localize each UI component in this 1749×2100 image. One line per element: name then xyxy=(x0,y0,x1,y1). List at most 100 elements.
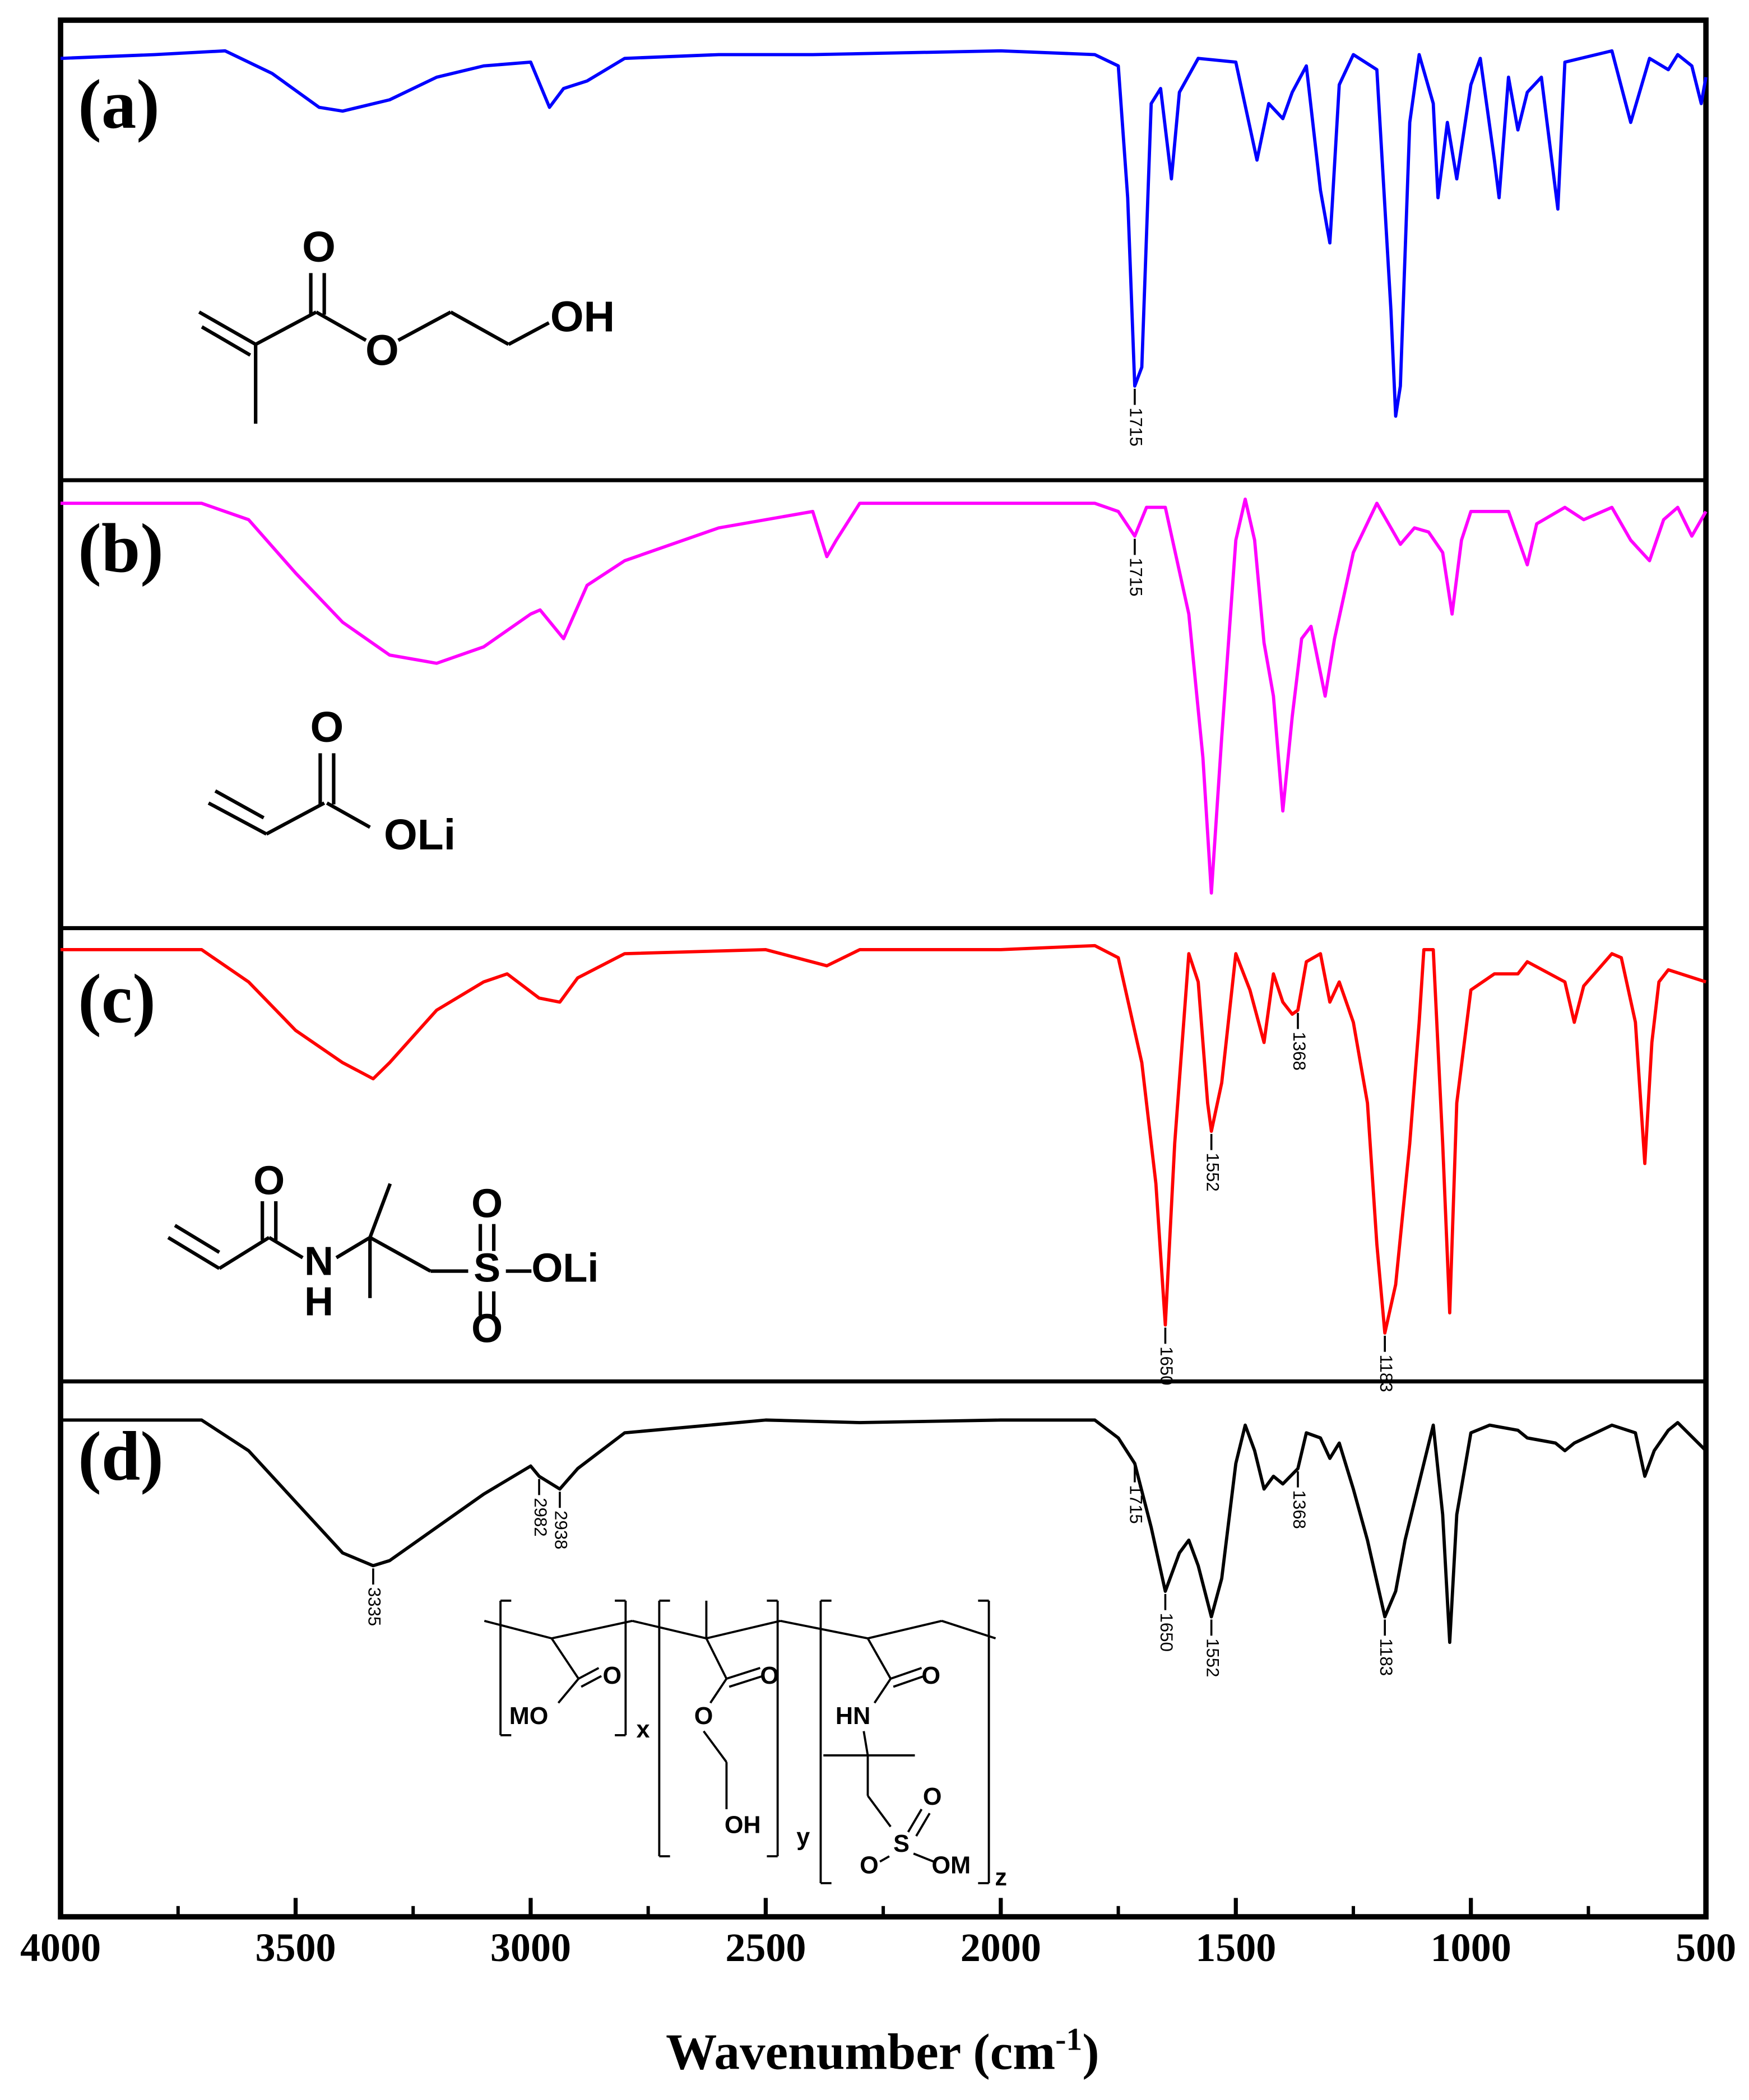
structure-bond xyxy=(890,1667,922,1680)
structure-bond xyxy=(265,801,326,836)
structure-bond xyxy=(879,1855,890,1863)
structure-bond xyxy=(397,310,452,342)
structure-bond xyxy=(214,789,265,820)
spectrum-line xyxy=(61,498,1708,895)
structure-bond xyxy=(201,325,252,357)
peak-label: 1183 xyxy=(1376,1355,1396,1392)
structure-atom: O xyxy=(310,703,344,751)
structure-bond xyxy=(632,1619,707,1639)
structure-bond xyxy=(167,1235,220,1270)
panel-label: (d) xyxy=(78,1418,164,1495)
panel-label: (b) xyxy=(78,510,164,587)
structure-bond xyxy=(368,1183,392,1238)
structure-bond xyxy=(866,1795,892,1828)
structure-atom: H xyxy=(304,1280,333,1325)
peak-label: 1650 xyxy=(1157,1346,1176,1385)
structure-bond xyxy=(862,1731,869,1756)
structure-bond xyxy=(706,1619,781,1639)
structure-atom: O xyxy=(922,1662,941,1689)
peak-label: 1552 xyxy=(1203,1153,1222,1191)
x-tick-label: 500 xyxy=(1676,1925,1736,1970)
panel-label: (c) xyxy=(78,961,156,1038)
peak-label: 1650 xyxy=(1157,1613,1176,1651)
structure-atom: O xyxy=(860,1852,879,1879)
x-axis-title-text: ) xyxy=(1082,2023,1099,2080)
structure-bond xyxy=(581,1675,602,1688)
structure-atom: S xyxy=(893,1830,910,1857)
peak-label: 2982 xyxy=(531,1498,550,1536)
x-tick-label: 1500 xyxy=(1195,1925,1276,1970)
panel-label: (a) xyxy=(78,66,160,143)
peak-label: 1715 xyxy=(1126,1485,1146,1523)
spectrum-line xyxy=(60,49,1708,418)
structure-atom: OH xyxy=(550,293,615,341)
plot-frame xyxy=(58,17,1709,1920)
structure-atom: O xyxy=(302,223,336,271)
peak-label: 1552 xyxy=(1203,1638,1222,1677)
structure-bond xyxy=(780,1619,868,1639)
structure-atom: x xyxy=(637,1716,650,1743)
structure-bond xyxy=(729,1675,763,1688)
structure-bond xyxy=(941,1620,996,1639)
structure-atom: MO xyxy=(509,1703,549,1730)
structure-bond xyxy=(915,1813,931,1837)
peak-label: 1368 xyxy=(1289,1490,1309,1529)
structure-atom: OM xyxy=(932,1852,971,1879)
structure-bond xyxy=(578,1667,600,1680)
structure-bond xyxy=(866,1638,892,1680)
structure-atom: O xyxy=(760,1662,779,1689)
peak-label: 1715 xyxy=(1126,557,1146,596)
structure-bond xyxy=(550,1638,579,1680)
structure-atom: z xyxy=(995,1864,1007,1891)
structure-bond xyxy=(268,1235,304,1260)
structure-bond xyxy=(705,1638,728,1679)
x-tick-label: 2000 xyxy=(961,1925,1041,1970)
structure-bond xyxy=(207,801,267,836)
structure-atom: y xyxy=(796,1824,810,1851)
structure-atom: O xyxy=(253,1159,285,1204)
x-tick-label: 3500 xyxy=(255,1925,336,1970)
x-axis-title: Wavenumber (cm-1) xyxy=(666,2022,1099,2080)
structure-bond xyxy=(873,1678,892,1704)
structure-bond xyxy=(254,310,317,346)
structure-bond xyxy=(508,321,550,346)
structure-bond xyxy=(335,1235,371,1260)
structure-bond xyxy=(913,1852,934,1863)
x-axis-title-text: Wavenumber (cm xyxy=(666,2023,1055,2080)
structure-bond xyxy=(484,1620,552,1639)
x-tick-label: 3000 xyxy=(490,1925,571,1970)
peak-label: 3335 xyxy=(365,1587,384,1626)
structure-bond xyxy=(703,1730,727,1763)
x-axis-title-sup: -1 xyxy=(1055,2022,1082,2057)
structure-bond xyxy=(449,310,510,346)
structure-bond xyxy=(174,1224,220,1254)
structure-bond xyxy=(907,1808,923,1833)
structure-atom: O xyxy=(471,1307,503,1351)
structure-bond xyxy=(867,1619,942,1639)
structure-atom: O xyxy=(603,1662,622,1689)
structure-bond xyxy=(893,1675,925,1688)
structure-atom: O xyxy=(471,1181,503,1226)
structure-bond xyxy=(198,310,257,346)
structure-atom: OLi xyxy=(384,811,456,859)
structure-bond xyxy=(218,1236,270,1270)
structure-bond xyxy=(369,1235,432,1273)
structure-atom: O xyxy=(365,327,399,375)
x-tick-label: 1000 xyxy=(1431,1925,1511,1970)
structure-atom: OH xyxy=(725,1812,761,1839)
x-tick-label: 4000 xyxy=(20,1925,101,1970)
peak-label: 1715 xyxy=(1126,407,1146,446)
structure-bond xyxy=(557,1678,579,1704)
structure-bond xyxy=(315,310,367,342)
structure-bond xyxy=(709,1678,728,1704)
peak-label: 1368 xyxy=(1289,1032,1309,1070)
structure-atom: HN xyxy=(836,1703,870,1730)
peak-label: 1183 xyxy=(1376,1638,1396,1676)
structure-atom: N xyxy=(304,1239,333,1284)
structure-atom: O xyxy=(923,1783,942,1810)
structure-bond xyxy=(726,1667,761,1680)
structure-bond xyxy=(551,1619,633,1639)
structure-bond xyxy=(326,801,371,829)
